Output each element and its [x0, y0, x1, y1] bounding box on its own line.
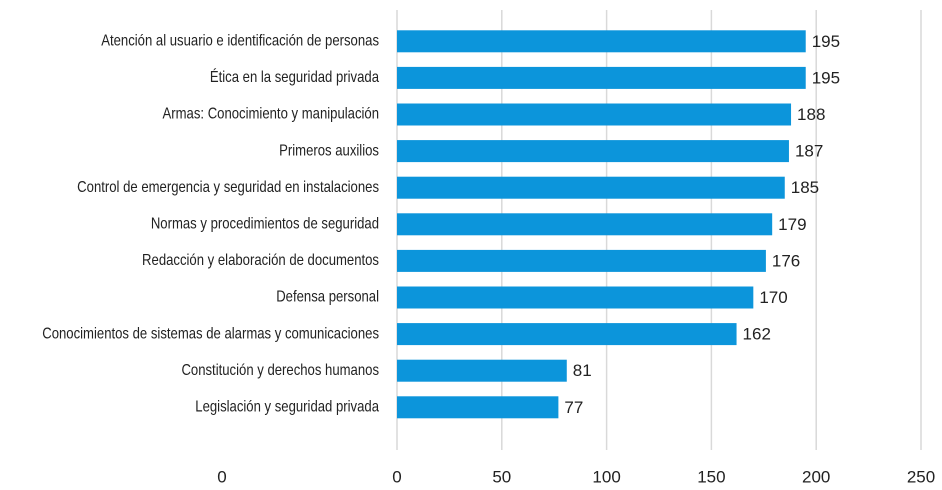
y-tick-label: Armas: Conocimiento y manipulación [163, 106, 379, 123]
value-label: 77 [564, 398, 583, 417]
y-tick-label: Primeros auxilios [279, 142, 379, 159]
bar [397, 213, 773, 236]
value-label: 188 [797, 105, 825, 124]
y-tick-label: Control de emergencia y seguridad en ins… [77, 179, 379, 196]
value-label: 81 [573, 361, 592, 380]
bar [397, 66, 806, 89]
y-tick-label: Constitución y derechos humanos [181, 362, 379, 379]
y-tick-label: Ética en la seguridad privada [210, 68, 380, 87]
x-tick-label: 50 [492, 467, 511, 485]
y-tick-label: Defensa personal [276, 289, 379, 306]
x-tick-label: 0 [392, 467, 401, 485]
bar [397, 140, 789, 163]
x-tick-label: 250 [907, 467, 935, 485]
bar [397, 286, 754, 309]
x-tick-label: 200 [802, 467, 830, 485]
bar [397, 323, 737, 346]
x-tick-label: 150 [697, 467, 725, 485]
value-label: 162 [743, 325, 771, 344]
y-tick-label: Normas y procedimientos de seguridad [151, 215, 379, 232]
y-tick-label: Redacción y elaboración de documentos [142, 252, 379, 269]
bar [397, 249, 766, 272]
bar [397, 103, 792, 126]
bar [397, 30, 806, 53]
bar [397, 396, 559, 419]
bar [397, 176, 785, 199]
y-tick-label: Conocimientos de sistemas de alarmas y c… [42, 325, 379, 342]
value-label: 187 [795, 142, 823, 161]
annotation: 0 [217, 467, 226, 485]
value-label: 179 [778, 215, 806, 234]
value-label: 195 [812, 32, 840, 51]
x-tick-label: 100 [592, 467, 620, 485]
value-label: 176 [772, 251, 800, 270]
value-label: 185 [791, 178, 819, 197]
bar [397, 359, 567, 382]
y-tick-label: Legislación y seguridad privada [195, 398, 379, 415]
value-label: 170 [759, 288, 787, 307]
value-label: 195 [812, 68, 840, 87]
y-tick-label: Atención al usuario e identificación de … [101, 32, 379, 49]
